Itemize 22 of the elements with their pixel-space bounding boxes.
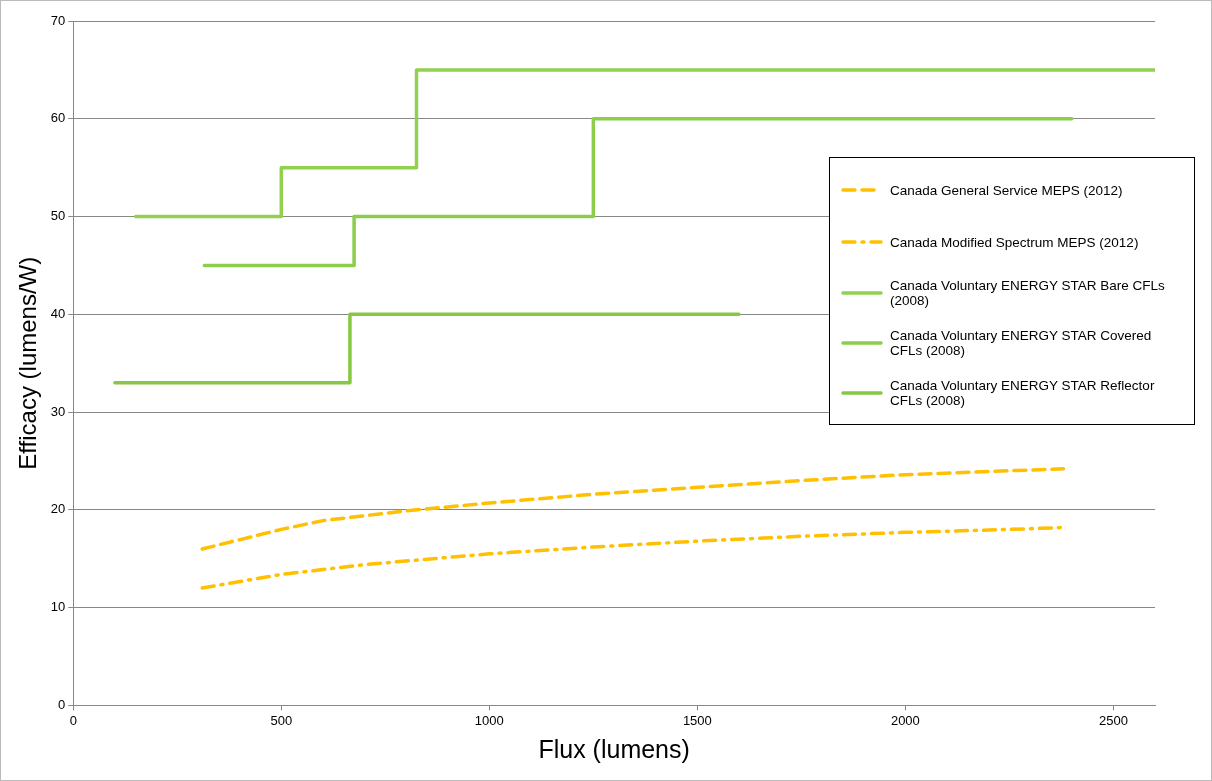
y-axis-title: Efficacy (lumens/W) xyxy=(14,256,42,470)
line-series xyxy=(200,467,1066,551)
y-tick-label: 30 xyxy=(50,403,66,419)
legend-label: Canada Voluntary ENERGY STAR Covered CFLs (2008) xyxy=(890,328,1153,358)
x-tick-label: 1000 xyxy=(474,712,504,728)
x-tick-label: 0 xyxy=(69,712,77,728)
legend-label: Canada General Service MEPS (2012) xyxy=(890,182,1123,198)
y-tick-label: 70 xyxy=(50,12,66,28)
x-tick-label: 500 xyxy=(270,712,293,728)
y-tick-label: 10 xyxy=(50,599,66,615)
y-tick-label: 50 xyxy=(50,208,66,224)
x-tick-label: 2000 xyxy=(890,712,920,728)
legend-label: Canada Voluntary ENERGY STAR Bare CFLs (2008) xyxy=(890,278,1166,308)
x-axis-title: Flux (lumens) xyxy=(538,734,690,763)
y-tick-label: 40 xyxy=(50,305,66,321)
x-tick-label: 1500 xyxy=(682,712,712,728)
legend-label: Canada Modified Spectrum MEPS (2012) xyxy=(890,234,1139,250)
x-tick-label: 2500 xyxy=(1098,712,1128,728)
legend-label: Canada Voluntary ENERGY STAR Reflector CFLs (2008) xyxy=(890,378,1156,408)
y-tick-label: 60 xyxy=(50,110,66,126)
y-tick-label: 20 xyxy=(50,501,66,517)
y-tick-label: 0 xyxy=(58,696,66,712)
